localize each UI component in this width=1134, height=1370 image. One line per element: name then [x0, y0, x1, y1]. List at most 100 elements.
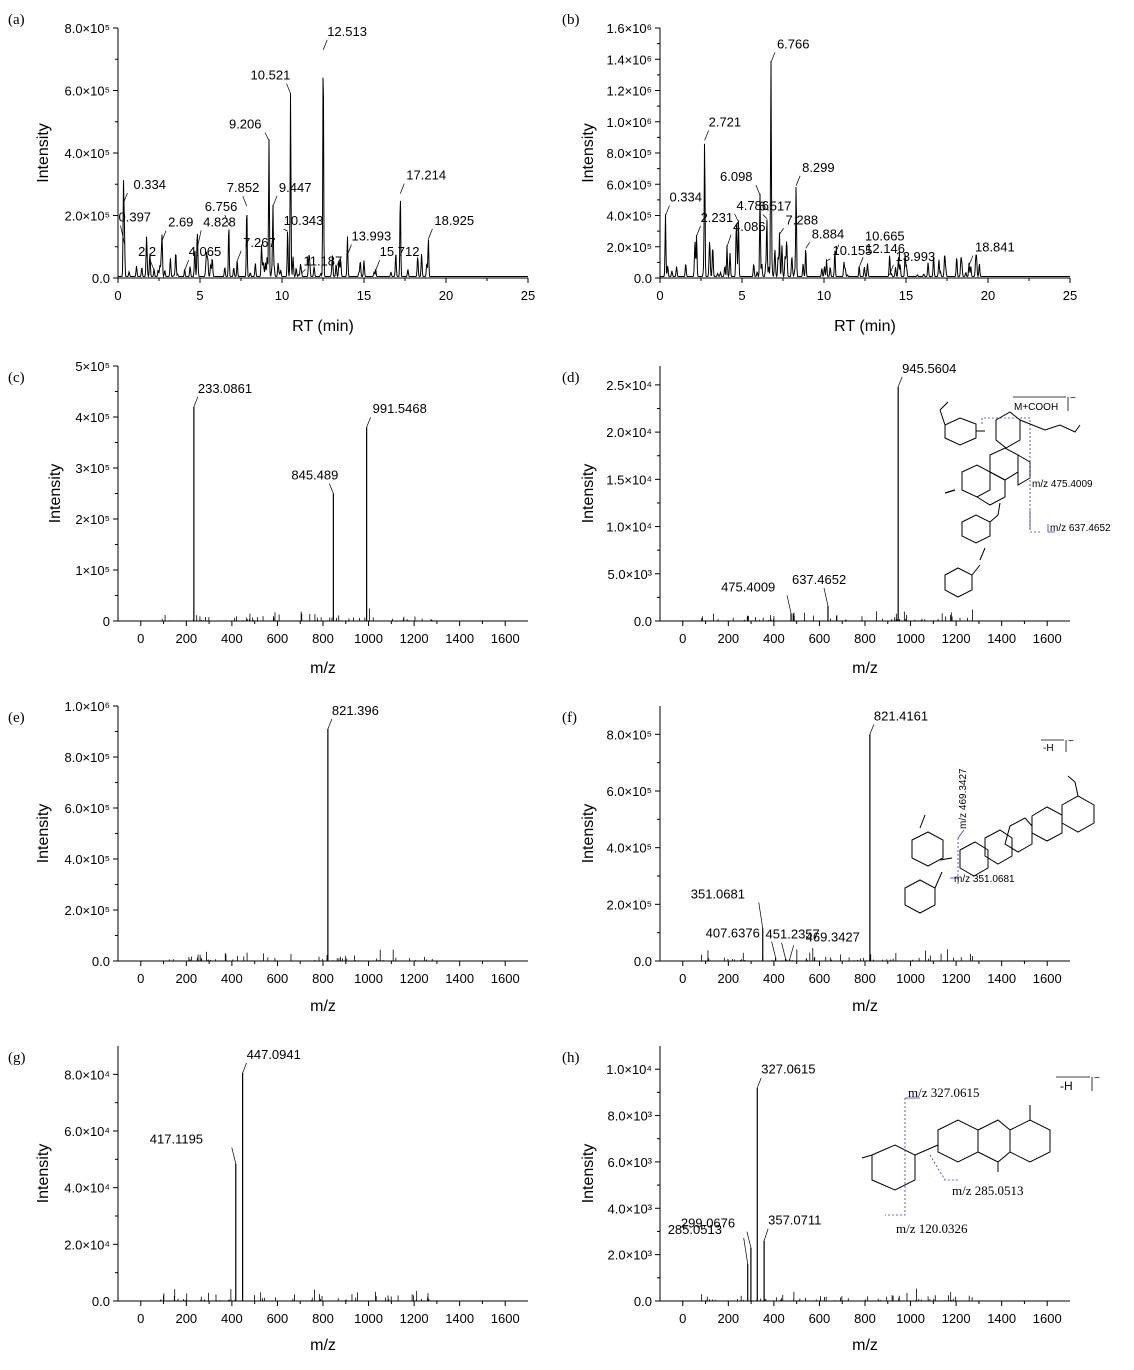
- y-tick-label: 1.5×10⁴: [606, 472, 652, 487]
- y-axis-title: Intensity: [580, 804, 597, 864]
- x-tick-label: 1000: [354, 971, 383, 986]
- x-axis-title: RT (min): [834, 318, 896, 335]
- peak-label: 2.721: [709, 115, 742, 130]
- x-tick-label: 1200: [400, 971, 429, 986]
- peak-label: 299.0676: [681, 1216, 735, 1231]
- peak-label: 0.334: [133, 177, 166, 192]
- peak-label: 6.098: [720, 169, 753, 184]
- structure-f: -H − m/z 469.3427 m/z 351.0681: [904, 736, 1095, 914]
- panel-e: (e) 0.0 2.0×10⁵ 4.0×10⁵ 6.0×10⁵ 8.0×10⁵ 1.0×10…: [8, 699, 528, 1015]
- y-tick-label: 0.0: [634, 271, 652, 286]
- y-tick-label: 1.0×10⁶: [607, 115, 652, 130]
- peak-label: 6.766: [777, 36, 810, 51]
- peak-label: 7.288: [786, 212, 819, 227]
- x-axis-title: m/z: [310, 998, 336, 1015]
- peak-label: 469.3427: [806, 929, 860, 944]
- y-tick-label: 4×10⁵: [75, 410, 110, 425]
- peak-label: 13.993: [895, 249, 935, 264]
- peak-label: 0.397: [119, 210, 152, 225]
- structure-h-charge: −: [1094, 1073, 1100, 1084]
- x-tick-label: 600: [267, 631, 289, 646]
- structure-d-adduct: M+COOH: [1014, 402, 1058, 413]
- x-axis-title: m/z: [310, 1337, 336, 1354]
- panel-f: (f) 0.0 2.0×10⁵ 4.0×10⁵ 6.0×10⁵ 8.0×10⁵ 0 200 40…: [562, 706, 1070, 1015]
- y-tick-label: 4.0×10⁴: [64, 1181, 110, 1196]
- peak-label: 637.4652: [792, 572, 846, 587]
- peak-label-leader: [264, 132, 270, 141]
- panels: (a) 0.0 2.0×10⁵ 4.0×10⁵ 6.0×10⁵ 8.0×10⁵ 0 5 10 15…: [8, 12, 1077, 1354]
- peak-label: 4.828: [203, 214, 236, 229]
- panel-label-g: (g): [8, 1050, 26, 1066]
- peak-label-leader: [366, 417, 371, 428]
- x-tick-label: 200: [175, 1311, 197, 1326]
- x-tick-label: 400: [763, 1311, 785, 1326]
- x-tick-label: 200: [175, 971, 197, 986]
- x-tick-label: 20: [981, 288, 995, 303]
- peak-label: 12.513: [327, 24, 367, 39]
- peak-label: 12.146: [865, 241, 905, 256]
- y-axis-title: Intensity: [580, 123, 597, 183]
- x-tick-label: 1000: [896, 1311, 925, 1326]
- chromatogram-trace: [118, 77, 528, 279]
- x-tick-label: 0: [679, 1311, 686, 1326]
- peak-label: 4.786: [736, 198, 769, 213]
- x-tick-label: 1600: [491, 631, 520, 646]
- x-tick-label: 1400: [987, 1311, 1016, 1326]
- peak-label: 10.343: [284, 213, 324, 228]
- x-tick-label: 1600: [491, 1311, 520, 1326]
- x-tick-label: 0: [679, 971, 686, 986]
- x-tick-label: 1400: [445, 971, 474, 986]
- peak-label-leader: [375, 260, 381, 271]
- peak-label: 18.925: [434, 213, 474, 228]
- peak-label: 447.0941: [247, 1047, 301, 1062]
- y-tick-label: 5.0×10³: [608, 567, 653, 582]
- structure-d-charge: −: [1070, 393, 1076, 404]
- x-tick-label: 0: [679, 631, 686, 646]
- peak-label: 475.4009: [721, 579, 775, 594]
- y-tick-label: 2.0×10⁴: [64, 1237, 110, 1252]
- x-tick-label: 800: [312, 1311, 334, 1326]
- peak-label: 6.517: [759, 199, 792, 214]
- x-tick-label: 600: [809, 1311, 831, 1326]
- structure-d-fragment-2: m/z 637.4652: [1050, 523, 1111, 534]
- peak-label: 2.2: [138, 244, 156, 259]
- x-tick-label: 5: [738, 288, 745, 303]
- peak-label-leader: [755, 185, 761, 196]
- structure-h-adduct: -H: [1060, 1079, 1073, 1093]
- x-tick-label: 800: [312, 971, 334, 986]
- x-tick-label: 0: [656, 288, 663, 303]
- x-tick-label: 800: [854, 971, 876, 986]
- peak-label-leader: [196, 230, 202, 249]
- y-tick-label: 3×10⁵: [75, 461, 110, 476]
- y-tick-label: 8.0×10⁵: [606, 146, 652, 161]
- y-tick-label: 2.0×10⁴: [606, 425, 652, 440]
- panel-label-b: (b): [562, 12, 580, 28]
- peak-label: 351.0681: [691, 886, 745, 901]
- peak-label: 357.0711: [768, 1213, 821, 1228]
- x-tick-label: 1200: [942, 971, 971, 986]
- x-tick-label: 200: [175, 631, 197, 646]
- y-tick-label: 0: [103, 614, 110, 629]
- peak-label: 8.884: [812, 226, 845, 241]
- x-tick-label: 15: [899, 288, 913, 303]
- structure-h-fragment-3: m/z 120.0326: [896, 1221, 968, 1236]
- y-axis-title: Intensity: [580, 1144, 597, 1204]
- y-tick-label: 4.0×10⁵: [64, 146, 110, 161]
- peak-label-leader: [734, 213, 739, 222]
- peak-label: 13.993: [351, 229, 391, 244]
- peak-label-leader: [399, 183, 405, 194]
- x-tick-label: 10: [275, 288, 289, 303]
- peak-label-leader: [347, 244, 352, 255]
- structure-d: M+COOH − m/z 475.4009 m/z 637.4652: [939, 393, 1111, 598]
- peak-label: 4.065: [189, 244, 222, 259]
- x-axis-title: m/z: [852, 660, 878, 677]
- x-tick-label: 1000: [354, 1311, 383, 1326]
- y-tick-label: 0.0: [634, 614, 652, 629]
- peak-label-leader: [193, 396, 199, 407]
- x-tick-label: 800: [854, 631, 876, 646]
- peak-label-leader: [329, 483, 334, 494]
- peak-label-leader: [781, 942, 786, 959]
- peak-label: 0.334: [669, 190, 702, 205]
- peak-label-leader: [858, 256, 864, 268]
